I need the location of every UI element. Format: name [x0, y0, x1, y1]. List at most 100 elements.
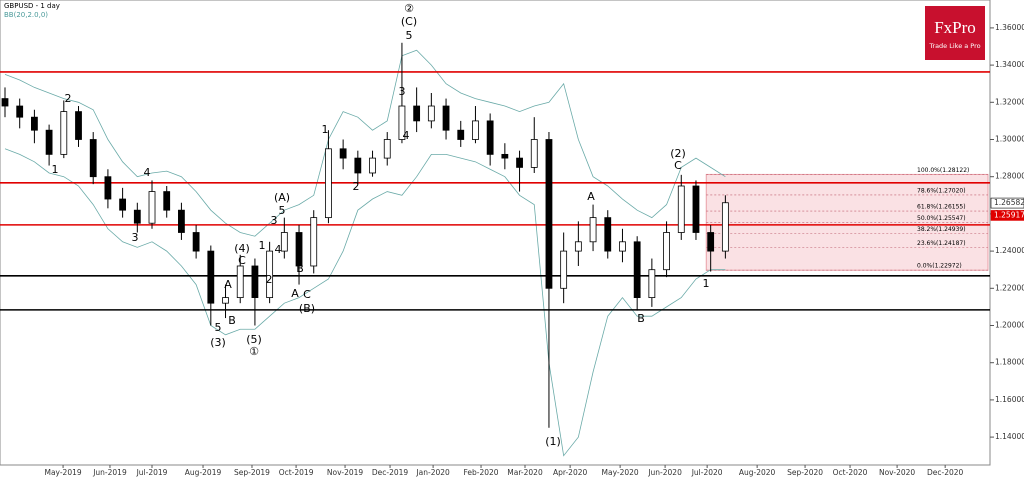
price-tag: [990, 210, 1024, 221]
candle-body: [398, 105, 406, 140]
x-tick-label: Nov-2019: [327, 468, 363, 477]
candle-body: [75, 111, 82, 140]
x-tick-label: Jan-2020: [415, 468, 450, 477]
candle-body: [266, 250, 274, 299]
x-tick-label: Oct-2020: [833, 468, 868, 477]
logo-tagline: Trade Like a Pro: [928, 42, 980, 50]
x-tick-label: Mar-2020: [507, 468, 543, 477]
fib-label: 78.6%(1.27020): [917, 187, 966, 194]
fib-label: 61.8%(1.26155): [917, 204, 966, 211]
candle-body: [383, 139, 391, 159]
wave-label: 2: [266, 273, 273, 286]
candle-body: [295, 232, 303, 267]
y-tick-label: 1.36000: [995, 23, 1024, 32]
wave-label: 1: [322, 123, 329, 136]
y-tick-label: 1.30000: [995, 135, 1024, 144]
wave-label: 3: [271, 214, 278, 227]
candle-body: [1, 98, 9, 107]
candle-body: [280, 232, 288, 252]
wave-label: (B): [299, 302, 315, 315]
candle-body: [325, 148, 332, 219]
candle-body: [16, 105, 24, 118]
candle-body: [648, 269, 656, 299]
wave-label: 5: [215, 321, 222, 334]
candle-body: [604, 217, 612, 252]
candle-body: [486, 120, 494, 155]
logo-name: FxPro: [934, 18, 976, 37]
wave-label: A: [291, 287, 299, 300]
wave-label: (5): [246, 333, 262, 346]
candle-body: [31, 116, 38, 131]
wave-label: 4: [275, 243, 282, 256]
candle-body: [516, 157, 523, 168]
candle-body: [707, 232, 715, 252]
x-tick-label: Aug-2020: [739, 468, 776, 477]
x-tick-label: May-2019: [44, 468, 81, 477]
fib-label: 50.0%(1.25547): [917, 215, 966, 222]
x-tick-label: Apr-2020: [553, 468, 588, 477]
candle-body: [354, 157, 362, 174]
y-tick-label: 1.32000: [995, 97, 1024, 106]
candle-body: [501, 153, 509, 159]
candle-body: [457, 129, 465, 140]
candle-body: [163, 191, 171, 211]
candle-body: [89, 139, 97, 178]
symbol-label: GBPUSD - 1 day: [4, 2, 60, 10]
candle-body: [692, 185, 700, 233]
wave-label: 2: [65, 92, 72, 105]
wave-label: 4: [403, 129, 410, 142]
y-tick-label: 1.14000: [995, 432, 1024, 441]
fib-label: 100.0%(1.28122): [917, 167, 969, 174]
y-tick-label: 1.20000: [995, 321, 1024, 330]
candle-body: [413, 105, 421, 122]
candle-body: [222, 297, 229, 304]
wave-label: 1: [259, 239, 266, 252]
candle-body: [178, 209, 185, 233]
wave-label: 3: [132, 231, 139, 244]
y-tick-label: 1.16000: [995, 395, 1024, 404]
x-tick-label: Nov-2020: [879, 468, 915, 477]
candle-body: [45, 129, 53, 155]
fib-label: 0.0%(1.22972): [917, 263, 962, 270]
candle-body: [310, 217, 318, 267]
logo-box: [925, 6, 985, 60]
candle-body: [545, 139, 553, 289]
bollinger-upper: [4, 49, 726, 237]
wave-label: (1): [545, 435, 561, 448]
candle-body: [207, 250, 215, 304]
bollinger-lower: [4, 148, 726, 457]
x-tick-label: Jul-2020: [691, 468, 723, 477]
candle-body: [442, 105, 450, 131]
wave-label: 4: [144, 166, 151, 179]
x-tick-label: Dec-2019: [372, 468, 409, 477]
x-tick-label: Sep-2020: [787, 468, 823, 477]
candle-body: [148, 191, 156, 224]
candle-body: [472, 120, 479, 140]
candle-body: [560, 250, 568, 289]
price-tag-label: 1.26582: [994, 198, 1024, 207]
wave-label: A: [587, 190, 595, 203]
x-tick-label: Feb-2020: [463, 468, 498, 477]
x-tick-label: May-2020: [602, 468, 639, 477]
wave-label: B: [637, 312, 645, 325]
wave-label: ②: [404, 2, 414, 15]
wave-label: 1: [703, 277, 710, 290]
y-tick-label: 1.34000: [995, 60, 1024, 69]
wave-label: (C): [401, 15, 417, 28]
wave-label: 1: [52, 163, 59, 176]
candle-body: [427, 105, 435, 122]
wave-label: 5: [406, 29, 413, 42]
price-tag-label: 1.25917: [994, 210, 1024, 219]
wave-label: (3): [210, 336, 226, 349]
x-tick-label: Jul-2019: [136, 468, 168, 477]
candle-body: [530, 139, 538, 168]
candle-body: [339, 148, 347, 159]
x-tick-label: Oct-2019: [279, 468, 314, 477]
candle-body: [104, 176, 112, 200]
indicator-label: BB(20,2.0,0): [4, 11, 48, 19]
candle-body: [119, 198, 127, 211]
x-tick-label: Jun-2019: [92, 468, 127, 477]
y-tick-label: 1.18000: [995, 358, 1024, 367]
wave-label: B: [228, 314, 236, 327]
